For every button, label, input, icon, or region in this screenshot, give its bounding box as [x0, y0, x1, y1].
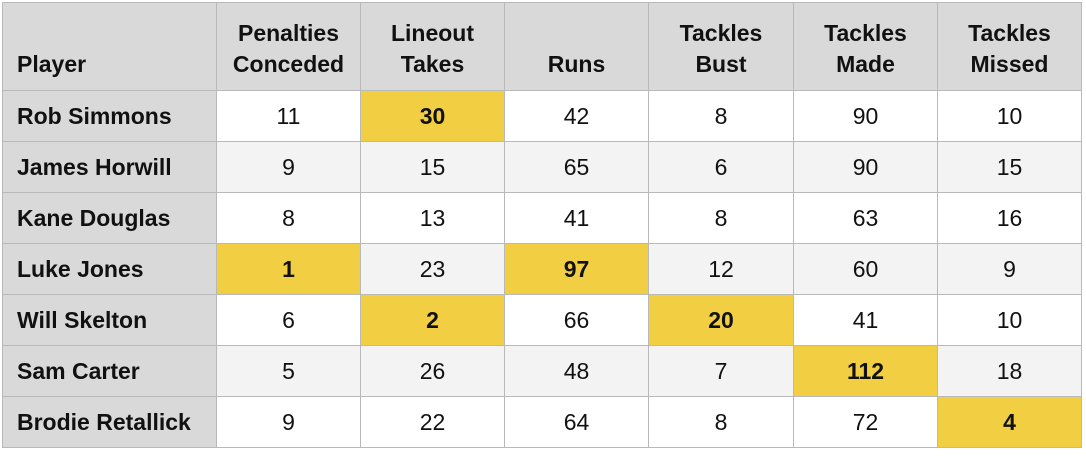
stat-cell: 9	[216, 396, 361, 448]
stat-cell: 8	[648, 396, 794, 448]
stat-cell: 22	[360, 396, 505, 448]
column-header-line: Tackles	[679, 20, 763, 46]
stat-cell: 7	[648, 345, 794, 397]
column-header: Runs	[504, 2, 649, 91]
stat-cell-highlighted: 20	[648, 294, 794, 346]
stat-cell-highlighted: 112	[793, 345, 938, 397]
stat-cell: 90	[793, 90, 938, 142]
player-stats-table: Player Penalties Conceded Lineout Takes Runs T…	[2, 2, 1082, 448]
stat-cell: 23	[360, 243, 505, 295]
column-header: Lineout Takes	[360, 2, 505, 91]
stat-cell: 12	[648, 243, 794, 295]
table-row: Will Skelton 6 2 66 20 41 10	[2, 294, 1082, 346]
stat-cell: 65	[504, 141, 649, 193]
table-row: Kane Douglas 8 13 41 8 63 16	[2, 192, 1082, 244]
stat-cell: 48	[504, 345, 649, 397]
stat-cell: 13	[360, 192, 505, 244]
column-header: Tackles Missed	[937, 2, 1082, 91]
stat-cell: 10	[937, 294, 1082, 346]
column-header-line: Bust	[695, 51, 747, 77]
column-header-line: Runs	[547, 51, 606, 77]
header-row: Player Penalties Conceded Lineout Takes Runs T…	[2, 2, 1082, 91]
table-body: Rob Simmons 11 30 42 8 90 10 James Horwill 9 15 65…	[2, 90, 1082, 448]
column-header-line: Tackles	[968, 20, 1051, 46]
column-header-line: Takes	[400, 51, 465, 77]
stat-cell: 26	[360, 345, 505, 397]
stat-cell: 10	[937, 90, 1082, 142]
stat-cell: 90	[793, 141, 938, 193]
stat-cell: 9	[937, 243, 1082, 295]
player-name-cell: Sam Carter	[2, 345, 217, 397]
table-row: James Horwill 9 15 65 6 90 15	[2, 141, 1082, 193]
stat-cell: 5	[216, 345, 361, 397]
table-row: Brodie Retallick 9 22 64 8 72 4	[2, 396, 1082, 448]
player-name-cell: Brodie Retallick	[2, 396, 217, 448]
column-header-line: Player	[17, 51, 87, 77]
column-header-line: Penalties	[238, 20, 339, 46]
stat-cell: 8	[648, 192, 794, 244]
player-name-cell: Rob Simmons	[2, 90, 217, 142]
player-name-cell: Kane Douglas	[2, 192, 217, 244]
player-name-cell: James Horwill	[2, 141, 217, 193]
stat-cell: 11	[216, 90, 361, 142]
stat-cell: 72	[793, 396, 938, 448]
stat-cell: 63	[793, 192, 938, 244]
column-header-line: Missed	[970, 51, 1049, 77]
stat-cell: 41	[504, 192, 649, 244]
column-header: Tackles Bust	[648, 2, 794, 91]
stat-cell: 60	[793, 243, 938, 295]
stat-cell: 15	[937, 141, 1082, 193]
stat-cell: 9	[216, 141, 361, 193]
column-header: Player	[2, 2, 217, 91]
table-row: Sam Carter 5 26 48 7 112 18	[2, 345, 1082, 397]
column-header: Tackles Made	[793, 2, 938, 91]
stat-cell-highlighted: 4	[937, 396, 1082, 448]
stat-cell: 16	[937, 192, 1082, 244]
table-row: Rob Simmons 11 30 42 8 90 10	[2, 90, 1082, 142]
stat-cell: 6	[216, 294, 361, 346]
column-header-line: Made	[836, 51, 895, 77]
stat-cell: 8	[216, 192, 361, 244]
stat-cell-highlighted: 2	[360, 294, 505, 346]
table-row: Luke Jones 1 23 97 12 60 9	[2, 243, 1082, 295]
stat-cell: 64	[504, 396, 649, 448]
stat-cell-highlighted: 30	[360, 90, 505, 142]
stat-cell: 15	[360, 141, 505, 193]
column-header-line: Tackles	[824, 20, 907, 46]
column-header-line: Lineout	[390, 20, 475, 46]
stat-cell: 18	[937, 345, 1082, 397]
stat-cell: 8	[648, 90, 794, 142]
column-header-line: Conceded	[232, 51, 345, 77]
player-name-cell: Luke Jones	[2, 243, 217, 295]
player-name-cell: Will Skelton	[2, 294, 217, 346]
stat-cell-highlighted: 1	[216, 243, 361, 295]
column-header: Penalties Conceded	[216, 2, 361, 91]
stat-cell: 66	[504, 294, 649, 346]
stat-cell: 6	[648, 141, 794, 193]
stat-cell: 42	[504, 90, 649, 142]
stat-cell-highlighted: 97	[504, 243, 649, 295]
stat-cell: 41	[793, 294, 938, 346]
